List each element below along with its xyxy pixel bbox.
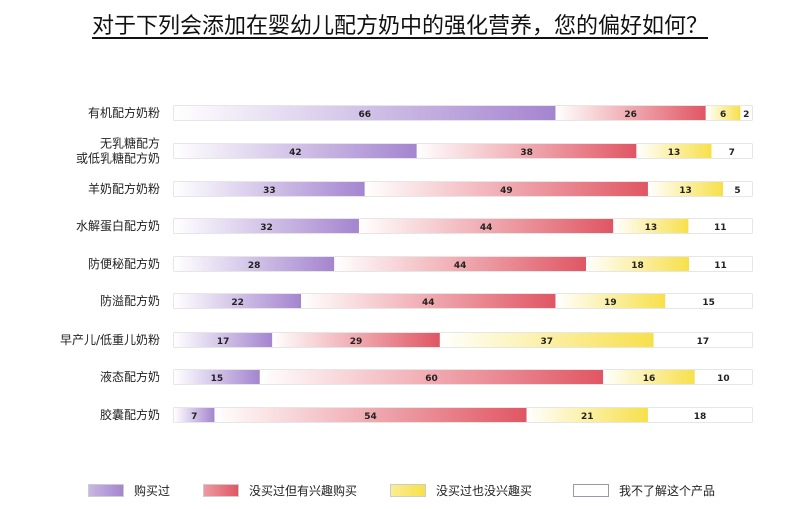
data-label: 21 xyxy=(581,412,594,422)
data-label: 42 xyxy=(289,148,302,158)
data-label: 17 xyxy=(697,337,710,347)
legend-item: 没买过也没兴趣买 xyxy=(390,482,532,499)
data-label: 10 xyxy=(717,374,730,384)
data-label: 37 xyxy=(541,337,554,347)
bar-segment xyxy=(174,294,302,308)
bar-segment xyxy=(364,182,648,196)
bar-segment xyxy=(174,219,359,233)
legend-label: 没买过也没兴趣买 xyxy=(436,484,533,498)
bar-segment xyxy=(613,219,689,233)
data-label: 5 xyxy=(734,186,740,196)
bar-segment xyxy=(174,257,335,271)
data-label: 32 xyxy=(260,223,273,233)
legend-swatch xyxy=(203,484,239,497)
data-label: 13 xyxy=(645,223,658,233)
bar-segment xyxy=(653,333,752,347)
bar-segment xyxy=(603,370,695,384)
data-label: 2 xyxy=(743,110,749,120)
legend-item: 我不了解这个产品 xyxy=(573,482,715,499)
bar-segment xyxy=(174,333,273,347)
bar-segment xyxy=(272,333,440,347)
legend-label: 购买过 xyxy=(134,484,171,498)
bar-segment xyxy=(301,294,556,308)
legend-label: 没买过但有兴趣购买 xyxy=(249,484,358,498)
bar-segment xyxy=(259,370,604,384)
bar-segment xyxy=(174,408,215,422)
legend-swatch xyxy=(573,484,609,497)
bar-segment xyxy=(665,294,752,308)
data-label: 13 xyxy=(668,148,681,158)
data-label: 60 xyxy=(425,374,438,384)
legend-swatch xyxy=(88,484,124,497)
bar-segment xyxy=(555,106,706,120)
data-label: 28 xyxy=(248,261,261,271)
bar-segment xyxy=(740,106,752,120)
data-label: 16 xyxy=(643,374,656,384)
legend-item: 购买过 xyxy=(88,482,170,499)
data-label: 6 xyxy=(720,110,726,120)
data-label: 66 xyxy=(358,110,371,120)
bar-segment xyxy=(174,182,365,196)
data-label: 19 xyxy=(604,298,617,308)
bar-segment xyxy=(358,219,614,233)
category-label: 羊奶配方奶粉 xyxy=(88,181,160,196)
legend-swatch xyxy=(390,484,426,497)
category-label: 防便秘配方奶 xyxy=(88,256,160,271)
data-label: 15 xyxy=(211,374,224,384)
data-label: 15 xyxy=(702,298,715,308)
data-label: 7 xyxy=(191,412,197,422)
bar-segment xyxy=(705,106,741,120)
category-label: 无乳糖配方 xyxy=(100,136,160,151)
chart-title: 对于下列会添加在婴幼儿配方奶中的强化营养，您的偏好如何？ xyxy=(91,14,708,39)
data-label: 11 xyxy=(714,223,727,233)
data-label: 29 xyxy=(350,337,363,347)
category-label: 胶囊配方奶 xyxy=(100,407,160,422)
category-label: 早产儿/低重儿奶粉 xyxy=(60,333,160,347)
bar-segment xyxy=(586,257,690,271)
bar-segment xyxy=(174,106,556,120)
data-label: 11 xyxy=(714,261,727,271)
data-label: 44 xyxy=(480,223,493,233)
data-label: 18 xyxy=(694,412,707,422)
data-label: 44 xyxy=(454,261,467,271)
legend-label: 我不了解这个产品 xyxy=(619,484,716,498)
data-label: 54 xyxy=(364,412,377,422)
data-label: 18 xyxy=(631,261,644,271)
data-label: 22 xyxy=(231,298,244,308)
data-label: 26 xyxy=(624,110,637,120)
legend-item: 没买过但有兴趣购买 xyxy=(203,482,357,499)
data-label: 38 xyxy=(520,148,533,158)
bar-segment xyxy=(688,219,752,233)
bar-segment xyxy=(334,257,587,271)
category-label: 防溢配方奶 xyxy=(100,293,160,308)
bar-segment xyxy=(439,333,654,347)
data-label: 33 xyxy=(263,186,276,196)
category-label: 或低乳糖配方奶 xyxy=(76,151,160,166)
bar-segment xyxy=(647,182,724,196)
data-label: 7 xyxy=(729,148,735,158)
bar-segment xyxy=(647,408,752,422)
category-label: 水解蛋白配方奶 xyxy=(76,218,160,233)
bar-segment xyxy=(689,257,752,271)
bar-segment xyxy=(526,408,648,422)
data-label: 13 xyxy=(679,186,692,196)
data-label: 17 xyxy=(217,337,230,347)
category-label: 液态配方奶 xyxy=(100,369,160,384)
bar-segment xyxy=(174,144,417,158)
bar-segment xyxy=(214,408,527,422)
category-label: 有机配方奶粉 xyxy=(88,105,160,120)
bar-segment xyxy=(555,294,666,308)
bar-segment xyxy=(711,144,752,158)
bar-segment xyxy=(174,370,260,384)
data-label: 44 xyxy=(422,298,435,308)
bar-segment xyxy=(694,370,752,384)
bar-segment xyxy=(636,144,712,158)
data-label: 49 xyxy=(500,186,513,196)
bar-segment xyxy=(723,182,752,196)
bar-segment xyxy=(416,144,637,158)
